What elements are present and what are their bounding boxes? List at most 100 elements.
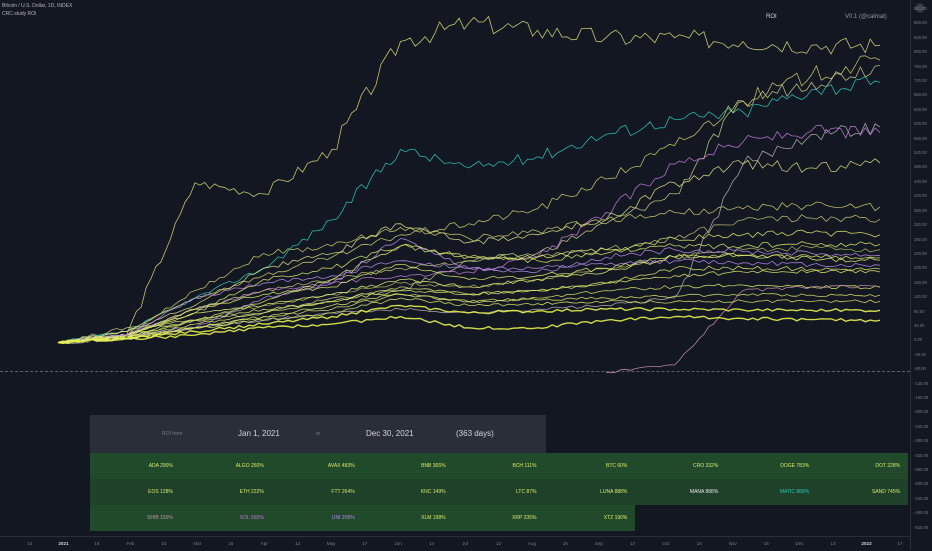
roi-asset-label: BNB <box>421 463 433 469</box>
gear-icon[interactable] <box>914 2 926 14</box>
x-tick-label: 15 <box>228 541 234 546</box>
y-tick-label: -240.00 <box>914 423 929 429</box>
zero-baseline <box>0 371 910 372</box>
roi-from-date: Jan 1, 2021 <box>238 429 280 438</box>
roi-cell-avax: AVAX 483% <box>272 453 355 479</box>
roi-value: 150% <box>160 515 173 521</box>
y-tick-label: 520.00 <box>914 150 927 156</box>
y-tick-label: 280.00 <box>914 236 927 242</box>
roi-value: 60% <box>617 463 628 469</box>
roi-value: 888% <box>796 489 810 495</box>
roi-value: 222% <box>250 489 264 495</box>
x-tick-label: Jun <box>394 541 402 546</box>
series-line-avax <box>57 158 881 343</box>
x-tick-label: Aug <box>527 541 537 546</box>
roi-table-row: EOS 128% ETH 222% FTT 264% KNC 149% LTC 87% L… <box>90 479 909 505</box>
roi-cell-algo: ALGO 250% <box>181 453 264 479</box>
y-tick-label: -320.00 <box>914 452 929 458</box>
roi-cell-sol: SOL 565% <box>181 505 264 531</box>
y-tick-label: 720.00 <box>914 78 927 84</box>
y-tick-label: 360.00 <box>914 207 927 213</box>
roi-value: 290% <box>160 463 173 469</box>
roi-value: 745% <box>887 489 901 495</box>
roi-value: 198% <box>432 515 446 521</box>
y-tick-label: 760.00 <box>914 63 927 69</box>
x-tick-label: Feb <box>126 541 135 546</box>
roi-cell-doge: DOGE 783% <box>726 453 809 479</box>
roi-asset-label: BTC <box>605 463 618 469</box>
x-tick-label: May <box>326 541 336 546</box>
roi-table-row: SHIB 150% SOL 565% UNI 208% XLM 198% XRP 235… <box>90 505 636 531</box>
roi-to-date: Dec 30, 2021 <box>366 429 414 438</box>
roi-value: 208% <box>341 515 355 521</box>
chart-legend-header: Bitcoin / U.S. Dollar, 1D, INDEX CRC.stu… <box>2 2 72 18</box>
roi-asset-label: LTC <box>516 489 527 495</box>
symbol-label[interactable]: Bitcoin / U.S. Dollar, 1D, INDEX <box>2 3 73 9</box>
y-tick-label: 160.00 <box>914 279 927 285</box>
roi-value: 365% <box>432 463 446 469</box>
price-axis[interactable] <box>910 0 932 550</box>
x-tick-label: 2022 <box>861 541 872 546</box>
x-tick-label: Sep <box>594 541 603 546</box>
roi-range-panel: ROI from Jan 1, 2021 to Dec 30, 2021 (36… <box>90 415 546 453</box>
x-tick-label: 18 <box>696 541 702 546</box>
roi-value: 483% <box>341 463 355 469</box>
y-tick-label: 880.00 <box>914 20 927 26</box>
roi-cell-dot: DOT 228% <box>817 453 900 479</box>
roi-from-label: ROI from <box>162 431 183 437</box>
roi-value: 228% <box>887 463 901 469</box>
y-tick-label: 840.00 <box>914 34 927 40</box>
time-axis[interactable] <box>0 536 910 551</box>
series-line-bnb <box>57 201 881 344</box>
y-tick-label: 80.00 <box>914 308 925 314</box>
roi-value: 235% <box>523 515 537 521</box>
y-tick-label: 800.00 <box>914 49 927 55</box>
roi-cell-bnb: BNB 365% <box>363 453 446 479</box>
x-tick-label: 12 <box>295 541 301 546</box>
roi-asset-label: UNI <box>331 515 342 521</box>
y-tick-label: 560.00 <box>914 135 927 141</box>
roi-asset-label: EOS <box>148 489 161 495</box>
roi-cell-bch: BCH 111% <box>454 453 536 479</box>
series-line-xtz <box>57 269 881 343</box>
roi-value: 250% <box>250 463 264 469</box>
roi-asset-label: FTT <box>331 489 342 495</box>
roi-cell-xtz: XTZ 190% <box>545 505 628 531</box>
roi-asset-label: SHIB <box>147 515 161 521</box>
roi-cell-eos: EOS 128% <box>90 479 173 505</box>
roi-days: (363 days) <box>456 429 494 438</box>
series-line-eth <box>57 253 881 344</box>
y-tick-label: -160.00 <box>914 395 929 401</box>
y-tick-label: -400.00 <box>914 481 929 487</box>
series-line-btc <box>57 315 881 345</box>
y-tick-label: -440.00 <box>914 495 929 501</box>
roi-asset-label: DOGE <box>780 463 797 469</box>
y-tick-label: -40.00 <box>914 351 926 357</box>
series-line-ltc <box>57 304 881 344</box>
roi-cell-uni: UNI 208% <box>272 505 355 531</box>
x-tick-label: Oct <box>662 541 670 546</box>
roi-table-row: ADA 290% ALGO 250% AVAX 483% BNB 365% BCH 11… <box>90 453 909 479</box>
y-tick-label: 640.00 <box>914 106 927 112</box>
x-tick-label: 15 <box>161 541 167 546</box>
roi-asset-label: MANA <box>689 489 706 495</box>
y-tick-label: 900.00 <box>914 6 927 11</box>
roi-asset-label: LUNA <box>600 489 615 495</box>
series-line-xrp <box>57 238 881 343</box>
roi-cell-luna: LUNA 888% <box>545 479 627 505</box>
y-tick-label: 320.00 <box>914 222 927 228</box>
series-line-bch <box>57 297 881 344</box>
roi-asset-label: XTZ <box>603 515 615 521</box>
roi-to-label: to <box>316 431 321 437</box>
x-tick-label: 18 <box>94 541 100 546</box>
x-tick-label: Jul <box>462 541 468 546</box>
x-tick-label: 14 <box>428 541 435 546</box>
x-tick-label: Nov <box>728 541 737 546</box>
roi-cell-ltc: LTC 87% <box>454 479 536 505</box>
y-tick-label: -120.00 <box>914 380 929 386</box>
x-tick-label: 2021 <box>58 541 69 546</box>
y-tick-label: 0.00 <box>914 337 923 343</box>
indicator-label[interactable]: CRC.study ROI <box>2 11 37 17</box>
series-line-ada <box>57 229 881 344</box>
y-tick-label: -280.00 <box>914 438 929 444</box>
